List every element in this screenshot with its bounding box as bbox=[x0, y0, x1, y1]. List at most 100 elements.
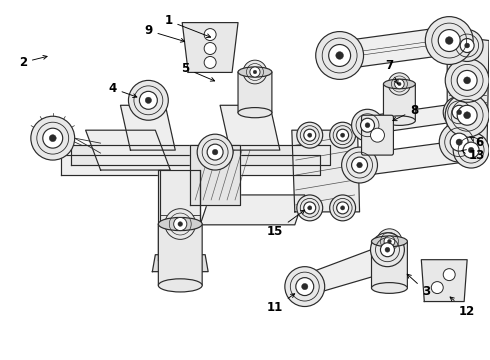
Circle shape bbox=[178, 222, 183, 226]
Circle shape bbox=[456, 139, 462, 145]
Circle shape bbox=[304, 129, 316, 141]
Circle shape bbox=[457, 110, 462, 115]
Ellipse shape bbox=[371, 236, 407, 247]
Polygon shape bbox=[292, 130, 360, 212]
Polygon shape bbox=[366, 103, 461, 134]
Polygon shape bbox=[200, 195, 305, 225]
FancyBboxPatch shape bbox=[238, 72, 272, 113]
Text: 10: 10 bbox=[0, 359, 1, 360]
Circle shape bbox=[204, 28, 216, 41]
Circle shape bbox=[394, 79, 404, 89]
Ellipse shape bbox=[238, 67, 272, 77]
Polygon shape bbox=[121, 105, 175, 150]
FancyBboxPatch shape bbox=[362, 115, 393, 155]
FancyBboxPatch shape bbox=[384, 84, 416, 121]
Circle shape bbox=[342, 147, 377, 183]
Circle shape bbox=[31, 116, 74, 160]
Circle shape bbox=[425, 17, 473, 64]
Polygon shape bbox=[447, 36, 489, 145]
Circle shape bbox=[337, 129, 348, 141]
Circle shape bbox=[302, 283, 308, 290]
Circle shape bbox=[464, 112, 470, 119]
Circle shape bbox=[304, 202, 316, 214]
Circle shape bbox=[377, 229, 402, 254]
Circle shape bbox=[49, 135, 56, 141]
Polygon shape bbox=[71, 145, 330, 165]
Circle shape bbox=[453, 132, 489, 168]
Ellipse shape bbox=[238, 108, 272, 118]
Circle shape bbox=[285, 267, 325, 306]
Circle shape bbox=[452, 105, 466, 119]
Text: 3: 3 bbox=[407, 274, 430, 298]
Text: 13: 13 bbox=[462, 149, 485, 162]
Circle shape bbox=[140, 91, 157, 109]
Circle shape bbox=[385, 247, 390, 252]
Circle shape bbox=[173, 217, 187, 231]
Circle shape bbox=[365, 123, 370, 128]
Polygon shape bbox=[220, 105, 280, 150]
Circle shape bbox=[250, 67, 260, 77]
Text: 12: 12 bbox=[450, 297, 475, 318]
Circle shape bbox=[380, 243, 394, 257]
Circle shape bbox=[204, 57, 216, 68]
Circle shape bbox=[352, 157, 368, 173]
Circle shape bbox=[207, 144, 223, 160]
Ellipse shape bbox=[384, 116, 416, 125]
Circle shape bbox=[243, 60, 267, 84]
Circle shape bbox=[253, 70, 257, 74]
Text: 8: 8 bbox=[393, 104, 418, 121]
Circle shape bbox=[212, 149, 218, 155]
Ellipse shape bbox=[158, 279, 202, 292]
Circle shape bbox=[443, 96, 475, 128]
Circle shape bbox=[370, 233, 404, 267]
Circle shape bbox=[388, 239, 392, 243]
Text: 16: 16 bbox=[0, 359, 1, 360]
Circle shape bbox=[361, 118, 374, 132]
Circle shape bbox=[450, 133, 468, 151]
Ellipse shape bbox=[384, 79, 416, 89]
Circle shape bbox=[204, 42, 216, 54]
Circle shape bbox=[431, 282, 443, 293]
Circle shape bbox=[43, 128, 63, 148]
Polygon shape bbox=[152, 255, 208, 272]
Circle shape bbox=[336, 51, 343, 59]
Text: 5: 5 bbox=[181, 62, 215, 81]
Circle shape bbox=[197, 134, 233, 170]
Polygon shape bbox=[190, 145, 240, 205]
Circle shape bbox=[316, 32, 364, 80]
Polygon shape bbox=[158, 170, 200, 260]
Polygon shape bbox=[86, 130, 171, 170]
Circle shape bbox=[165, 209, 196, 239]
Circle shape bbox=[352, 109, 384, 141]
Polygon shape bbox=[421, 260, 467, 302]
Circle shape bbox=[128, 80, 168, 120]
Circle shape bbox=[398, 82, 401, 86]
Circle shape bbox=[468, 147, 474, 153]
Circle shape bbox=[384, 236, 395, 247]
FancyBboxPatch shape bbox=[371, 241, 407, 288]
Circle shape bbox=[460, 39, 474, 53]
Circle shape bbox=[465, 43, 469, 48]
Circle shape bbox=[439, 122, 479, 162]
Polygon shape bbox=[338, 27, 451, 69]
Text: 4: 4 bbox=[108, 82, 137, 98]
Text: 14: 14 bbox=[0, 359, 1, 360]
Text: 6: 6 bbox=[470, 136, 483, 149]
Text: 2: 2 bbox=[19, 55, 47, 69]
Text: 7: 7 bbox=[385, 59, 398, 84]
Circle shape bbox=[445, 37, 453, 44]
Circle shape bbox=[451, 30, 483, 62]
Circle shape bbox=[457, 105, 477, 125]
Text: 15: 15 bbox=[267, 210, 305, 238]
Circle shape bbox=[445, 93, 489, 137]
Circle shape bbox=[329, 45, 350, 67]
Circle shape bbox=[341, 133, 344, 137]
Circle shape bbox=[443, 269, 455, 280]
Circle shape bbox=[341, 206, 344, 210]
Circle shape bbox=[337, 202, 348, 214]
Circle shape bbox=[438, 30, 460, 51]
Circle shape bbox=[296, 278, 314, 296]
Circle shape bbox=[308, 206, 312, 210]
Circle shape bbox=[297, 195, 323, 221]
Circle shape bbox=[330, 122, 356, 148]
